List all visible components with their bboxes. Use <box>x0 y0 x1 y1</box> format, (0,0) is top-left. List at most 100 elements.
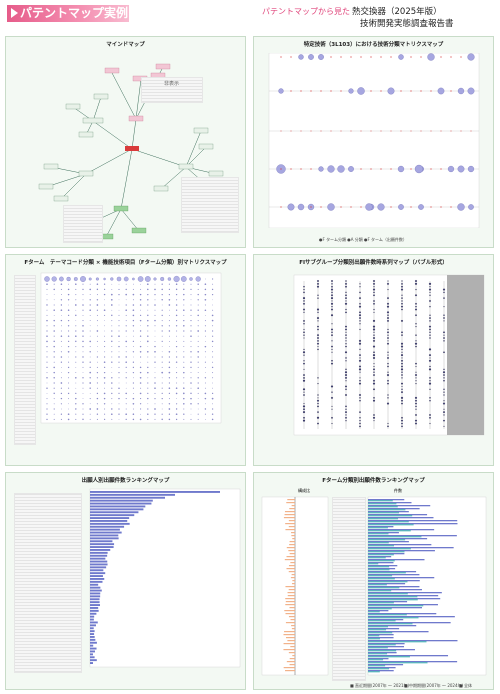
fterm-ranking-title: Fターム分類別出願件数ランキングマップ <box>322 478 425 484</box>
matrix-dot <box>168 299 171 301</box>
root-node[interactable] <box>125 146 139 151</box>
mind-node[interactable] <box>104 67 120 74</box>
mind-node[interactable] <box>78 131 94 138</box>
timeline-bubble <box>359 302 361 305</box>
timeline-bubble <box>373 302 375 305</box>
matrix-dot <box>104 299 105 301</box>
timeline-bubble <box>359 328 361 331</box>
share-bar <box>289 544 295 546</box>
timeline-bubble <box>415 422 417 425</box>
mind-node[interactable] <box>155 63 171 70</box>
timeline-bubble <box>372 399 376 402</box>
count-bar <box>368 640 458 642</box>
hidden-region <box>332 497 366 681</box>
ranking-bar <box>90 540 113 543</box>
timeline-bubble <box>387 365 389 368</box>
mind-node[interactable] <box>65 103 81 110</box>
timeline-bubble <box>429 337 431 339</box>
matrix-dot <box>330 90 332 92</box>
matrix-dot <box>111 314 113 317</box>
timeline-bubble <box>331 308 333 311</box>
matrix-dot <box>96 356 99 358</box>
timeline-bubble <box>429 399 431 402</box>
matrix-dot <box>169 309 170 311</box>
matrix-dot <box>60 294 62 296</box>
share-bar <box>289 658 295 660</box>
count-bar <box>368 553 405 555</box>
matrix-dot <box>111 403 113 405</box>
mind-node[interactable] <box>43 163 59 170</box>
matrix-dot <box>176 382 178 384</box>
timeline-bubble <box>330 396 334 399</box>
matrix-dot <box>75 288 77 290</box>
timeline-bubble <box>331 334 333 337</box>
timeline-bubble <box>401 371 403 373</box>
mind-node[interactable] <box>53 195 69 202</box>
mind-node[interactable] <box>153 185 169 192</box>
count-bar-recent <box>368 632 393 634</box>
report-subtitle: 技術開発実態調査報告書 <box>360 19 454 29</box>
matrix-dot <box>420 130 422 132</box>
matrix-dot <box>280 206 282 208</box>
matrix-dot <box>340 90 342 92</box>
matrix-dot <box>440 168 442 170</box>
ranking-bar <box>90 641 97 644</box>
mind-node[interactable] <box>78 170 94 177</box>
matrix-dot <box>140 283 141 285</box>
timeline-bubble <box>331 408 333 410</box>
matrix-dot <box>212 325 214 327</box>
matrix-dot <box>46 340 48 343</box>
matrix-dot <box>183 403 185 405</box>
count-bar <box>368 583 406 585</box>
ranking-bar <box>90 563 108 566</box>
matrix-bubble <box>308 54 314 60</box>
share-bar <box>286 568 295 570</box>
mind-node[interactable] <box>93 93 109 100</box>
matrix-dot <box>89 299 91 301</box>
timeline-bubble <box>443 425 445 427</box>
ranking-bar <box>90 621 98 624</box>
matrix-dot <box>60 356 63 358</box>
timeline-bubble <box>344 371 348 374</box>
matrix-dot <box>110 293 113 296</box>
timeline-bubble <box>302 388 306 391</box>
mind-node[interactable] <box>38 183 54 190</box>
mind-node[interactable] <box>128 115 144 122</box>
timeline-bubble <box>373 368 375 371</box>
matrix-dot <box>75 330 77 332</box>
matrix-dot <box>140 341 141 342</box>
mind-node[interactable] <box>82 117 104 124</box>
timeline-bubble <box>401 351 403 353</box>
matrix-dot <box>111 392 113 395</box>
tech-matrix-chart <box>268 53 480 228</box>
matrix-dot <box>111 361 113 363</box>
matrix-dot <box>111 283 113 285</box>
timeline-bubble <box>401 365 403 368</box>
matrix-dot <box>89 314 91 316</box>
ranking-bar <box>90 598 100 601</box>
matrix-dot <box>60 392 63 395</box>
matrix-dot <box>204 408 207 410</box>
mind-node[interactable] <box>198 143 214 150</box>
matrix-dot <box>139 319 142 322</box>
timeline-bubble <box>331 305 333 308</box>
matrix-dot <box>60 403 62 405</box>
timeline-bubble <box>400 368 404 371</box>
timeline-bubble <box>345 311 347 314</box>
share-bar <box>283 649 295 651</box>
mind-node[interactable] <box>208 170 224 177</box>
matrix-dot <box>132 288 134 290</box>
matrix-dot <box>53 294 55 295</box>
mind-node[interactable] <box>178 163 194 170</box>
mind-node[interactable] <box>193 127 209 134</box>
count-bar <box>368 601 408 603</box>
count-bar <box>368 595 439 597</box>
matrix-dot <box>118 382 120 384</box>
matrix-dot <box>146 340 149 343</box>
mind-node[interactable] <box>113 205 129 212</box>
mind-node[interactable] <box>131 227 147 234</box>
matrix-dot <box>89 361 91 363</box>
matrix-dot <box>204 293 207 296</box>
timeline-bubble <box>345 388 347 391</box>
matrix-dot <box>360 168 362 170</box>
